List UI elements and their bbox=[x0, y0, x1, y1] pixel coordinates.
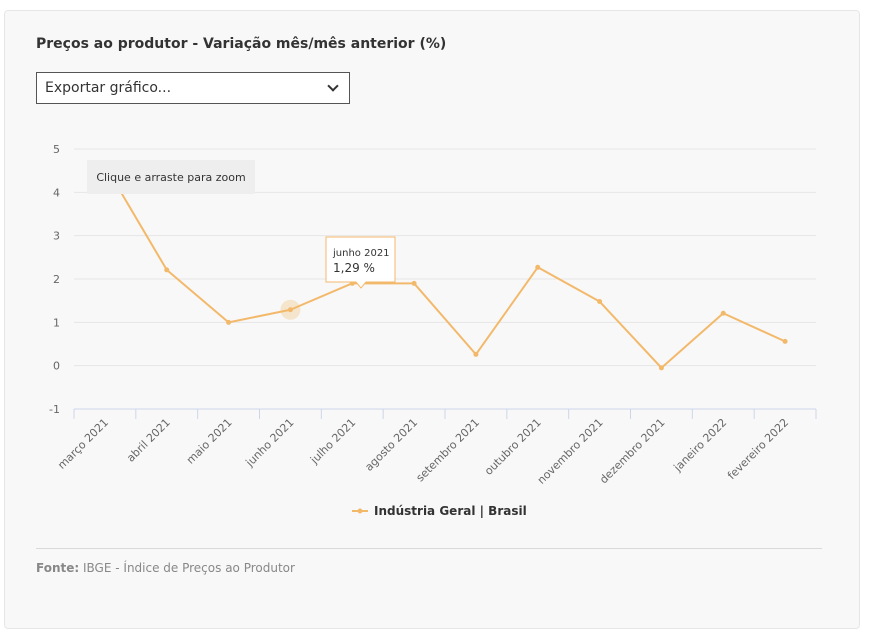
x-tick-label: dezembro 2021 bbox=[597, 416, 667, 486]
tooltip-value: 1,29 % bbox=[333, 261, 375, 275]
x-tick-label: julho 2021 bbox=[307, 416, 358, 467]
data-point[interactable] bbox=[473, 351, 479, 357]
legend-symbol-marker bbox=[357, 508, 363, 514]
footer-divider bbox=[36, 548, 822, 549]
x-tick-label: novembro 2021 bbox=[535, 416, 606, 487]
y-tick-label: 2 bbox=[53, 273, 60, 286]
source-note: Fonte: IBGE - Índice de Preços ao Produt… bbox=[36, 561, 295, 575]
x-tick-label: fevereiro 2022 bbox=[725, 416, 791, 482]
y-tick-label: 4 bbox=[53, 186, 60, 199]
x-tick-label: maio 2021 bbox=[184, 416, 235, 467]
x-tick-label: setembro 2021 bbox=[414, 416, 482, 484]
x-tick-label: junho 2021 bbox=[243, 416, 297, 470]
data-point[interactable] bbox=[658, 365, 664, 371]
x-tick-label: março 2021 bbox=[55, 416, 111, 472]
zoom-hint-text: Clique e arraste para zoom bbox=[96, 171, 245, 184]
y-tick-label: 3 bbox=[53, 230, 60, 243]
data-point[interactable] bbox=[287, 307, 293, 313]
tooltip-category: junho 2021 bbox=[332, 248, 390, 259]
source-label: Fonte: bbox=[36, 561, 80, 575]
y-tick-label: 5 bbox=[53, 143, 60, 156]
data-point[interactable] bbox=[535, 264, 541, 270]
series-line bbox=[104, 164, 786, 369]
data-point[interactable] bbox=[782, 338, 788, 344]
source-text: IBGE - Índice de Preços ao Produtor bbox=[83, 561, 295, 575]
y-tick-label: -1 bbox=[49, 403, 60, 416]
export-select-value: Exportar gráfico... bbox=[45, 80, 172, 96]
data-point[interactable] bbox=[226, 319, 232, 325]
y-tick-label: 1 bbox=[53, 316, 60, 329]
y-tick-label: 0 bbox=[53, 360, 60, 373]
data-point[interactable] bbox=[597, 299, 603, 305]
zoom-hint-box bbox=[87, 160, 255, 194]
x-tick-label: agosto 2021 bbox=[362, 416, 420, 474]
data-point[interactable] bbox=[411, 280, 417, 286]
x-tick-label: janeiro 2022 bbox=[671, 416, 730, 475]
legend-item[interactable]: Indústria Geral | Brasil bbox=[374, 504, 527, 518]
data-point[interactable] bbox=[720, 310, 726, 316]
x-tick-label: abril 2021 bbox=[124, 416, 173, 465]
tooltip-box bbox=[325, 236, 396, 289]
data-point[interactable] bbox=[164, 267, 170, 273]
export-chart-select[interactable]: Exportar gráfico... bbox=[36, 72, 350, 104]
x-tick-label: outubro 2021 bbox=[482, 416, 544, 478]
chart-title: Preços ao produtor - Variação mês/mês an… bbox=[36, 36, 447, 52]
